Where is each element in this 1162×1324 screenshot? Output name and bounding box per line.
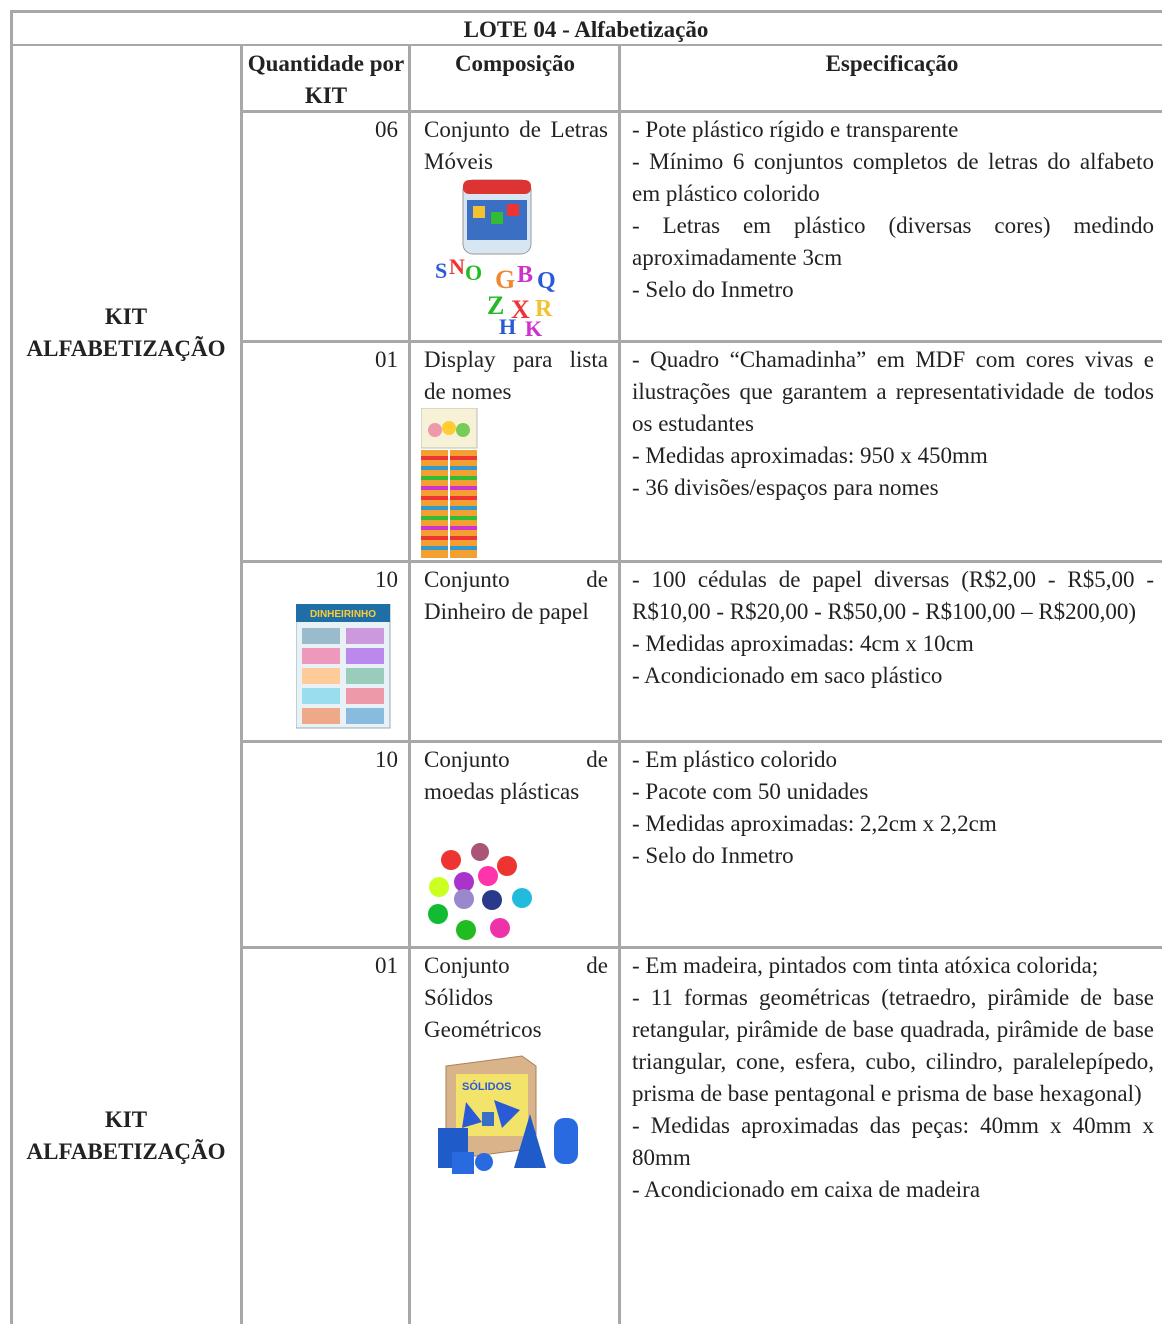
svg-text:DINHEIRINHO: DINHEIRINHO xyxy=(310,609,376,620)
spec-line: - Pote plástico rígido e transparente xyxy=(632,117,959,142)
spec-line: - 100 cédulas de papel diversas (R$2,00 … xyxy=(632,567,1154,624)
svg-text:H: H xyxy=(499,314,516,338)
quantity: 06 xyxy=(375,117,398,142)
table-border xyxy=(408,44,411,1324)
section-label: KIT ALFABETIZAÇÃO xyxy=(26,1107,226,1164)
header-cell: Composição xyxy=(454,51,576,76)
table-border xyxy=(240,946,1162,949)
svg-text:S: S xyxy=(435,258,447,283)
svg-text:X: X xyxy=(511,295,530,324)
composition: Conjunto de Sólidos Geométricos xyxy=(424,953,608,1042)
spec-line: - Letras em plástico (diversas cores) me… xyxy=(632,213,1154,270)
spec-line: - Medidas aproximadas das peças: 40mm x … xyxy=(632,1113,1154,1170)
svg-text:SÓLIDOS: SÓLIDOS xyxy=(462,1080,512,1093)
svg-text:O: O xyxy=(465,260,482,285)
composition: Display para lista de nomes xyxy=(424,347,608,404)
spec-line: - Medidas aproximadas: 4cm x 10cm xyxy=(632,631,974,656)
spec-line: - Mínimo 6 conjuntos completos de letras… xyxy=(632,149,1154,206)
svg-text:Z: Z xyxy=(487,291,504,320)
composition: Conjunto de Letras Móveis xyxy=(424,117,608,174)
spec-line: - 11 formas geométricas (tetraedro, pirâ… xyxy=(632,985,1154,1106)
coins-image xyxy=(428,843,532,940)
svg-text:B: B xyxy=(517,262,533,288)
specification: - Pote plástico rígido e transparente - M… xyxy=(632,114,1154,306)
spec-line: - Em madeira, pintados com tinta atóxica… xyxy=(632,953,1099,978)
specification: - Quadro “Chamadinha” em MDF com cores v… xyxy=(632,344,1154,504)
spec-line: - Medidas aproximadas: 2,2cm x 2,2cm xyxy=(632,811,997,836)
table-border xyxy=(240,340,1162,343)
table-border xyxy=(10,10,13,1324)
svg-text:R: R xyxy=(535,296,553,322)
spec-line: - Em plástico colorido xyxy=(632,747,838,772)
spec-line: - Pacote com 50 unidades xyxy=(632,779,869,804)
section-label: KIT ALFABETIZAÇÃO xyxy=(26,304,226,361)
svg-text:Q: Q xyxy=(537,268,556,294)
table-border xyxy=(618,44,621,1324)
money-image: DINHEIRINHO xyxy=(296,604,391,729)
svg-text:G: G xyxy=(495,265,515,294)
quantity: 01 xyxy=(375,347,398,372)
header-cell: Especificação xyxy=(825,51,959,76)
specification: - 100 cédulas de papel diversas (R$2,00 … xyxy=(632,564,1154,692)
table-border xyxy=(10,44,1162,46)
quantity: 10 xyxy=(375,567,398,592)
spec-line: - Medidas aproximadas: 950 x 450mm xyxy=(632,443,988,468)
display-image xyxy=(421,408,478,558)
table-border xyxy=(240,560,1162,563)
spec-line: - 36 divisões/espaços para nomes xyxy=(632,475,939,500)
spec-line: - Acondicionado em saco plástico xyxy=(632,663,943,688)
table-title: LOTE 04 - Alfabetização xyxy=(463,17,709,42)
composition: Conjunto de moedas plásticas xyxy=(424,747,608,804)
table-border xyxy=(240,110,1162,113)
svg-text:K: K xyxy=(525,316,542,338)
quantity: 01 xyxy=(375,953,398,978)
spec-line: - Quadro “Chamadinha” em MDF com cores v… xyxy=(632,347,1154,436)
spec-line: - Selo do Inmetro xyxy=(632,843,794,868)
svg-text:N: N xyxy=(449,254,465,279)
specification: - Em madeira, pintados com tinta atóxica… xyxy=(632,950,1154,1206)
table-border xyxy=(240,740,1162,743)
table-border xyxy=(10,10,1162,13)
table-border xyxy=(240,44,243,1324)
specification: - Em plástico colorido - Pacote com 50 un… xyxy=(632,744,1154,872)
composition: Conjunto de Dinheiro de papel xyxy=(424,567,608,624)
spec-line: - Selo do Inmetro xyxy=(632,277,794,302)
header-cell: Quantidade por KIT xyxy=(247,51,405,108)
quantity: 10 xyxy=(375,747,398,772)
spec-line: - Acondicionado em caixa de madeira xyxy=(632,1177,981,1202)
solids-image: SÓLIDOS xyxy=(438,1055,578,1174)
